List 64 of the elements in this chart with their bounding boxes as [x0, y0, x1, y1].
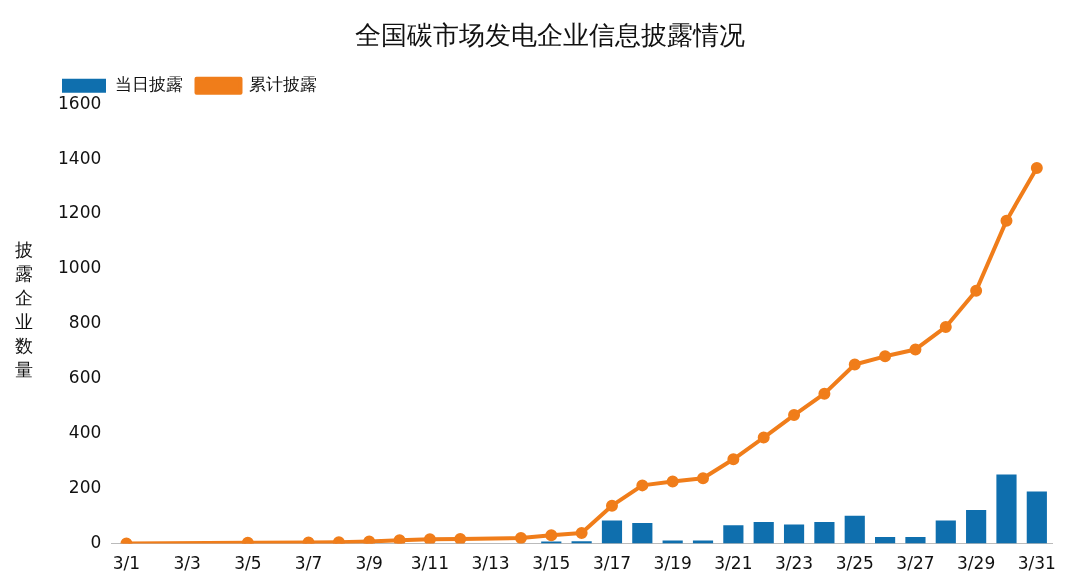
x-tick-label: 3/1 — [112, 553, 141, 574]
point — [697, 472, 710, 485]
point — [393, 534, 406, 544]
x-tick-label: 3/5 — [234, 553, 262, 574]
x-tick-label: 3/9 — [355, 553, 383, 574]
bar — [783, 524, 805, 544]
point — [879, 350, 892, 363]
point — [788, 409, 801, 422]
point — [1000, 214, 1013, 227]
point — [848, 358, 861, 371]
x-tick-label: 3/27 — [896, 553, 935, 574]
point — [454, 532, 467, 544]
bar — [966, 510, 987, 544]
y-tick-label: 200 — [68, 477, 102, 498]
bar — [905, 537, 926, 544]
x-tick-label: 3/11 — [410, 553, 449, 574]
bar — [601, 520, 623, 544]
bar — [844, 515, 865, 544]
bar — [814, 521, 835, 544]
bar — [632, 523, 653, 544]
bar — [753, 521, 774, 544]
x-tick-label: 3/29 — [957, 553, 996, 574]
point — [818, 387, 831, 400]
bar — [935, 520, 956, 544]
y-tick-label: 800 — [68, 312, 102, 333]
x-tick-label: 3/25 — [835, 553, 874, 574]
bar — [875, 537, 896, 544]
bar — [1026, 491, 1047, 544]
y-tick-label: 1600 — [58, 92, 102, 113]
y-axis-title: 披露企业数量 — [14, 238, 34, 382]
y-tick-label: 1200 — [58, 202, 102, 223]
point — [545, 529, 558, 542]
point — [575, 526, 588, 539]
y-tick-label: 0 — [90, 532, 102, 553]
point — [757, 431, 770, 444]
point — [605, 499, 618, 512]
y-tick-label: 400 — [68, 422, 102, 443]
y-tick-label: 1400 — [58, 147, 102, 168]
x-tick-label: 3/19 — [653, 553, 692, 574]
point — [1030, 161, 1043, 174]
y-tick-label: 600 — [68, 367, 102, 388]
y-tick-label: 1000 — [58, 257, 102, 278]
x-tick-label: 3/7 — [294, 553, 323, 574]
x-tick-label: 3/17 — [592, 553, 632, 574]
point — [970, 284, 983, 297]
bar — [996, 474, 1017, 544]
point — [727, 453, 740, 466]
point — [666, 475, 679, 488]
point — [423, 533, 436, 544]
bar — [541, 541, 562, 544]
point — [636, 479, 649, 492]
bar — [723, 525, 744, 544]
point — [939, 320, 952, 333]
x-tick-label: 3/31 — [1017, 553, 1056, 574]
x-tick-label: 3/13 — [471, 553, 510, 574]
chart-title: 全国碳市场发电企业信息披露情况 — [355, 20, 745, 51]
point — [514, 532, 527, 544]
legend-label: 当日披露 — [114, 74, 183, 95]
x-tick-label: 3/23 — [774, 553, 814, 574]
legend-label: 累计披露 — [249, 74, 317, 95]
x-tick-label: 3/15 — [532, 553, 571, 574]
point — [909, 343, 922, 356]
x-tick-label: 3/21 — [714, 553, 753, 574]
x-tick-label: 3/3 — [173, 553, 201, 574]
